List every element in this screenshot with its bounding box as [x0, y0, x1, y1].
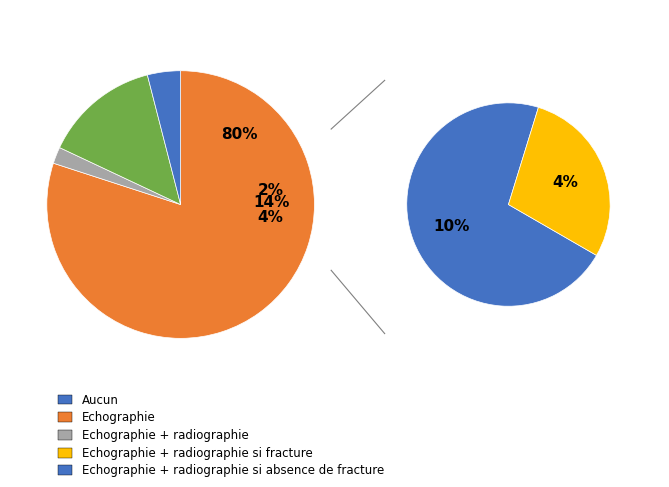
Legend: Aucun, Echographie, Echographie + radiographie, Echographie + radiographie si fr: Aucun, Echographie, Echographie + radiog…: [54, 389, 389, 482]
Wedge shape: [47, 71, 314, 338]
Text: 4%: 4%: [553, 175, 578, 190]
Text: 80%: 80%: [221, 127, 258, 142]
Text: 10%: 10%: [434, 219, 470, 234]
Wedge shape: [407, 103, 597, 306]
Wedge shape: [54, 148, 181, 205]
Text: 2%: 2%: [258, 183, 284, 198]
Text: 4%: 4%: [258, 210, 284, 225]
Wedge shape: [508, 107, 610, 255]
Text: 14%: 14%: [254, 195, 290, 210]
Wedge shape: [60, 75, 181, 205]
Wedge shape: [147, 71, 181, 205]
